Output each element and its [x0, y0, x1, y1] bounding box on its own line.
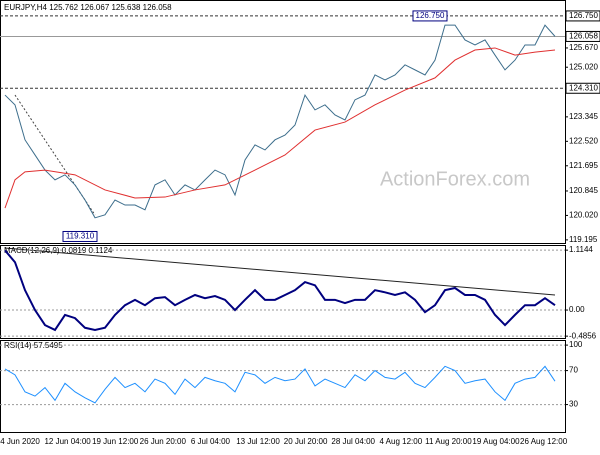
- series-line: [4, 249, 556, 332]
- panel-title: MACD(12,26,9) 0.0819 0.1124: [4, 246, 113, 255]
- level-label: 124.310: [569, 83, 598, 92]
- series-line: [4, 365, 556, 404]
- x-tick-label: 26 Jun 20:00: [140, 437, 187, 446]
- y-tick-label: 30: [569, 400, 578, 409]
- panel-title: EURJPY,H4 125.762 126.067 125.638 126.05…: [4, 3, 172, 12]
- y-tick-label: 1.1144: [569, 245, 593, 254]
- series-line: [4, 24, 556, 219]
- trend-line: [4, 247, 556, 296]
- y-tick-label: 120.020: [569, 211, 598, 220]
- panel-title: RSI(14) 57.5495: [4, 341, 63, 350]
- y-tick-label: 125.670: [569, 43, 598, 52]
- price-box: [565, 30, 600, 42]
- y-tick-label: 119.195: [569, 235, 598, 244]
- y-tick-label: 100: [569, 340, 583, 349]
- level-label: 126.750: [569, 11, 598, 20]
- x-tick-label: 19 Jun 12:00: [92, 437, 139, 446]
- level-box: [565, 82, 600, 94]
- annotation: 126.750: [416, 11, 445, 20]
- x-tick-label: 13 Jul 12:00: [236, 437, 280, 446]
- x-tick-label: 4 Aug 12:00: [379, 437, 422, 446]
- y-tick-label: 122.520: [569, 136, 598, 145]
- current-price-label: 126.058: [569, 32, 598, 41]
- annotation-box: [62, 230, 98, 242]
- panel-frame: [0, 340, 566, 433]
- x-tick-label: 4 Jun 2020: [0, 437, 40, 446]
- panel-frame: [0, 245, 566, 339]
- x-tick-label: 20 Jul 20:00: [284, 437, 328, 446]
- y-tick-label: -0.4856: [569, 331, 597, 340]
- y-tick-label: 120.845: [569, 186, 598, 195]
- x-tick-label: 12 Jun 04:00: [44, 437, 91, 446]
- annotation-box: [412, 10, 448, 22]
- panel-frame: [0, 0, 566, 244]
- x-tick-label: 28 Jul 04:00: [331, 437, 375, 446]
- x-tick-label: 19 Aug 04:00: [472, 437, 520, 446]
- level-box: [565, 10, 600, 22]
- x-tick-label: 11 Aug 20:00: [425, 437, 472, 446]
- y-tick-label: 70: [569, 366, 578, 375]
- y-tick-label: 121.695: [569, 161, 598, 170]
- y-tick-label: 123.345: [569, 112, 598, 121]
- watermark: ActionForex.com: [380, 168, 530, 190]
- annotation: 119.310: [66, 232, 95, 241]
- x-tick-label: 26 Aug 12:00: [520, 437, 568, 446]
- y-tick-label: 0.00: [569, 305, 585, 314]
- y-tick-label: 125.020: [569, 62, 598, 71]
- x-tick-label: 6 Jul 04:00: [191, 437, 231, 446]
- series-line: [4, 47, 556, 209]
